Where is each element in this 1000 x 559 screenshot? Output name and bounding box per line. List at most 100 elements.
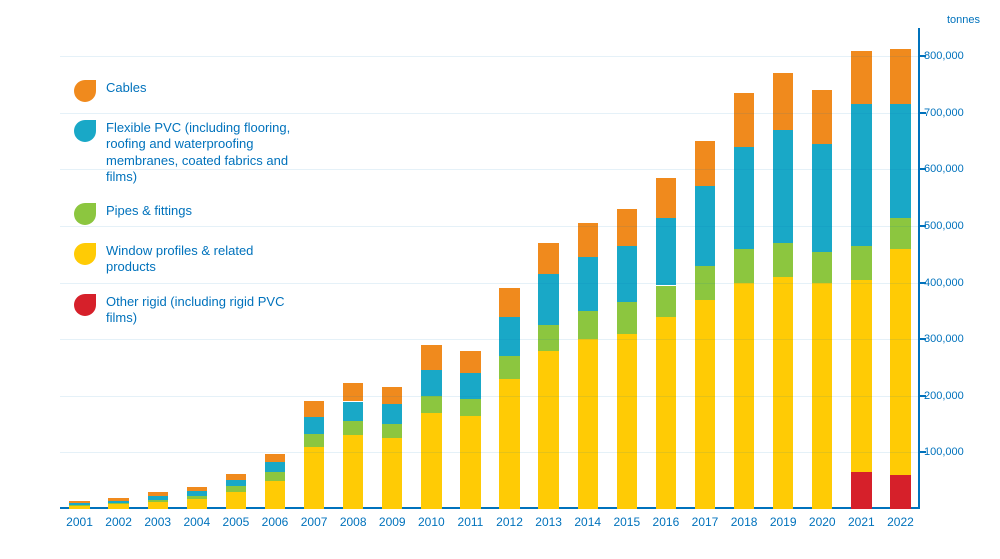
bar-segment-flexible xyxy=(148,496,168,500)
gridline xyxy=(60,283,920,284)
bar xyxy=(226,474,246,509)
bar-segment-other_rigid xyxy=(851,472,871,509)
y-tick-labels: 100,000200,000300,000400,000500,000600,0… xyxy=(924,28,990,509)
y-tick-label: 600,000 xyxy=(924,163,990,175)
bar xyxy=(460,351,480,509)
bar-segment-window xyxy=(108,504,128,509)
x-tick-label: 2009 xyxy=(379,515,406,529)
bar-segment-pipes xyxy=(226,486,246,492)
x-tick-label: 2015 xyxy=(613,515,640,529)
bar-segment-flexible xyxy=(421,370,441,395)
x-tick-label: 2003 xyxy=(144,515,171,529)
bar xyxy=(421,345,441,509)
bar-segment-cables xyxy=(460,351,480,374)
bar xyxy=(265,454,285,509)
chart-area xyxy=(60,28,920,509)
bar-segment-pipes xyxy=(617,302,637,333)
bar xyxy=(695,141,715,509)
bar xyxy=(108,498,128,509)
bar-segment-cables xyxy=(851,51,871,105)
x-tick-label: 2021 xyxy=(848,515,875,529)
gridline xyxy=(60,56,920,57)
bar-segment-pipes xyxy=(460,399,480,416)
bar-segment-pipes xyxy=(656,286,676,317)
bar-segment-flexible xyxy=(69,503,89,505)
x-tick-label: 2012 xyxy=(496,515,523,529)
bar-segment-window xyxy=(382,438,402,509)
bar-segment-flexible xyxy=(304,417,324,434)
bar-segment-flexible xyxy=(265,462,285,472)
bar xyxy=(304,401,324,509)
bar xyxy=(617,209,637,509)
bar-segment-pipes xyxy=(773,243,793,277)
bar-segment-cables xyxy=(343,383,363,401)
y-tick-label: 300,000 xyxy=(924,333,990,345)
bar-segment-flexible xyxy=(734,147,754,249)
x-tick-label: 2011 xyxy=(458,515,484,529)
bar-segment-pipes xyxy=(69,505,89,506)
bar-segment-pipes xyxy=(734,249,754,283)
x-tick-label: 2010 xyxy=(418,515,445,529)
bar-segment-pipes xyxy=(304,434,324,446)
x-tick-label: 2019 xyxy=(770,515,797,529)
bar-segment-window xyxy=(499,379,519,509)
bar-segment-window xyxy=(538,351,558,509)
bar-segment-cables xyxy=(656,178,676,218)
bar-segment-pipes xyxy=(851,246,871,280)
gridline xyxy=(60,113,920,114)
bar-segment-window xyxy=(656,317,676,509)
bar-segment-cables xyxy=(265,454,285,462)
bar-segment-cables xyxy=(773,73,793,130)
bar xyxy=(69,501,89,509)
gridline xyxy=(60,452,920,453)
bar-segment-cables xyxy=(148,492,168,496)
bar-segment-window xyxy=(421,413,441,509)
bar xyxy=(499,288,519,509)
bar-segment-pipes xyxy=(148,500,168,502)
bar xyxy=(734,93,754,509)
bar-segment-flexible xyxy=(812,144,832,252)
x-tick-label: 2007 xyxy=(301,515,328,529)
x-tick-label: 2020 xyxy=(809,515,836,529)
bar-segment-flexible xyxy=(108,501,128,503)
bar xyxy=(382,387,402,509)
y-tick-label: 100,000 xyxy=(924,446,990,458)
bar-segment-cables xyxy=(695,141,715,186)
bar-segment-window xyxy=(773,277,793,509)
x-tick-labels: 2001200220032004200520062007200820092010… xyxy=(60,515,920,541)
bar-segment-cables xyxy=(226,474,246,480)
gridline xyxy=(60,396,920,397)
bar-segment-window xyxy=(304,447,324,509)
bar xyxy=(773,73,793,509)
bar-segment-window xyxy=(695,300,715,509)
bar-segment-flexible xyxy=(851,104,871,245)
bar-segment-pipes xyxy=(538,325,558,350)
bar-segment-flexible xyxy=(187,491,207,496)
bar-segment-window xyxy=(851,280,871,472)
y-axis-title: tonnes xyxy=(947,14,980,26)
x-tick-label: 2013 xyxy=(535,515,562,529)
bar xyxy=(187,487,207,509)
bar-segment-window xyxy=(226,492,246,509)
bar-segment-window xyxy=(265,481,285,509)
bar-segment-pipes xyxy=(421,396,441,413)
bar-segment-cables xyxy=(304,401,324,417)
bar-segment-pipes xyxy=(382,424,402,438)
bar-segment-cables xyxy=(69,501,89,503)
bar-segment-pipes xyxy=(578,311,598,339)
bar-segment-pipes xyxy=(499,356,519,379)
bar-segment-cables xyxy=(812,90,832,144)
plot-area xyxy=(60,28,920,509)
bar xyxy=(812,90,832,509)
bar-segment-window xyxy=(343,435,363,509)
bar-segment-flexible xyxy=(578,257,598,311)
bar-segment-other_rigid xyxy=(890,475,910,509)
gridline xyxy=(60,226,920,227)
bars-layer xyxy=(60,28,920,509)
x-tick-label: 2004 xyxy=(183,515,210,529)
bar-segment-pipes xyxy=(108,503,128,505)
bar-segment-cables xyxy=(734,93,754,147)
y-tick-label: 500,000 xyxy=(924,220,990,232)
bar-segment-cables xyxy=(108,498,128,501)
bar-segment-cables xyxy=(187,487,207,492)
